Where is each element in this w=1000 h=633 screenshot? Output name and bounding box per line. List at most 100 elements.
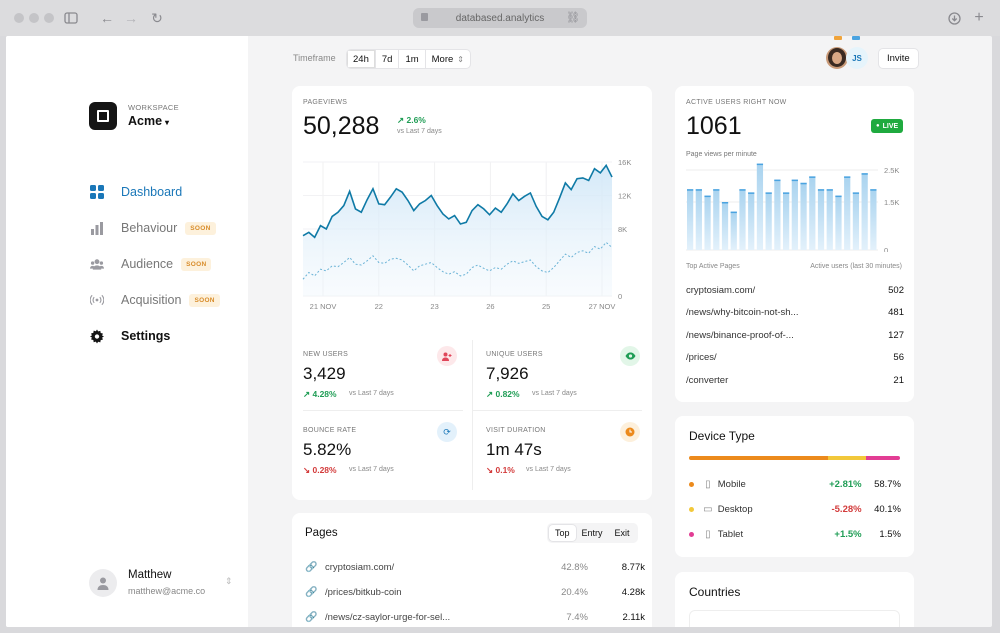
forward-icon[interactable]: → — [124, 10, 138, 26]
stat-delta-value: 0.28% — [312, 465, 337, 475]
active-users-card: ACTIVE USERS RIGHT NOW 1061 ● LIVE Page v… — [675, 86, 914, 402]
active-users-value: 1061 — [686, 112, 742, 140]
page-count: 56 — [893, 351, 904, 363]
bar — [730, 211, 737, 250]
workspace-name: Acme — [128, 114, 163, 128]
sidebar-item-settings[interactable]: Settings — [90, 326, 170, 346]
bar-chart-icon — [90, 221, 104, 235]
maximize-window-button[interactable] — [44, 13, 54, 23]
legend-dot — [689, 506, 694, 512]
link-icon[interactable]: ⛓ — [566, 12, 580, 24]
x-tick-label: 21 NOV — [310, 302, 337, 311]
chevron-updown-icon[interactable]: ⇕ — [225, 576, 233, 586]
bar — [861, 173, 868, 250]
bar — [791, 179, 798, 250]
table-row[interactable]: cryptosiam.com/502 — [686, 282, 904, 298]
workspace-label: WORKSPACE — [128, 103, 179, 112]
y-tick-label: 0 — [618, 292, 622, 301]
soon-badge: SOON — [185, 221, 216, 235]
divider — [472, 410, 642, 411]
avatar[interactable]: JS — [846, 47, 868, 69]
stat-unique-users: UNIQUE USERS 7,926 ↗ 0.82% vs Last 7 day… — [486, 346, 656, 429]
back-icon[interactable]: ← — [100, 10, 114, 26]
bar-cap — [774, 179, 781, 182]
bar — [817, 189, 825, 250]
presence-indicator — [852, 36, 860, 40]
stat-delta-value: 0.82% — [495, 389, 520, 399]
users-icon — [90, 257, 104, 271]
bar-cap — [687, 189, 694, 191]
bar — [721, 202, 729, 250]
countries-title: Countries — [689, 585, 741, 599]
sidebar-item-label: Settings — [121, 329, 171, 343]
broadcast-icon — [90, 293, 104, 307]
workspace-logo[interactable] — [89, 102, 117, 130]
stat-value: 3,429 — [303, 364, 346, 383]
stat-caption: BOUNCE RATE — [303, 427, 357, 434]
link-icon: 🔗 — [305, 586, 318, 598]
countries-map[interactable] — [689, 610, 900, 627]
workspace-switcher[interactable]: Acme ▾ — [128, 114, 169, 128]
sidebar-item-behaviour[interactable]: Behaviour SOON — [90, 218, 216, 238]
page-percent: 42.8% — [561, 561, 588, 573]
gear-icon — [90, 329, 104, 343]
new-tab-icon[interactable]: + — [974, 9, 984, 26]
timeframe-more-button[interactable]: More ⇕ — [426, 50, 470, 68]
page-path: /news/binance-proof-of-... — [686, 329, 794, 341]
pageviews-chart[interactable]: 21 NOV 22 23 26 25 27 NOV 16K 12K 8K 0 — [292, 146, 652, 346]
device-row-mobile[interactable]: ▯ Mobile +2.81% 58.7% — [689, 476, 901, 492]
y-tick-label: 16K — [618, 158, 631, 167]
page-path: /converter — [686, 374, 729, 386]
timeframe-1m-button[interactable]: 1m — [399, 50, 426, 68]
stat-delta: ↗ 4.28% — [303, 389, 337, 400]
tab-entry[interactable]: Entry — [581, 528, 603, 538]
table-row[interactable]: 🔗 /prices/bitkub-coin 20.4% 4.28k — [305, 584, 645, 600]
bar-cap — [861, 173, 868, 175]
close-window-button[interactable] — [14, 13, 24, 23]
avatar[interactable] — [826, 47, 848, 69]
more-label: More — [431, 53, 454, 65]
tab-top[interactable]: Top — [549, 525, 576, 541]
table-row[interactable]: 🔗 /news/cz-saylor-urge-for-sel... 7.4% 2… — [305, 609, 645, 625]
bar-cap — [721, 202, 729, 204]
sidebar-item-dashboard[interactable]: Dashboard — [90, 182, 182, 202]
legend-dot — [689, 531, 694, 537]
sidebar-item-audience[interactable]: Audience SOON — [90, 254, 212, 274]
table-row[interactable]: /converter 21 — [686, 372, 904, 388]
reload-icon[interactable]: ↻ — [151, 9, 163, 26]
x-tick-label: 22 — [375, 302, 383, 311]
table-row[interactable]: /news/binance-proof-of-... 127 — [686, 327, 904, 343]
stat-visit-duration: VISIT DURATION 1m 47s ↘ 0.1% vs Last 7 d… — [486, 422, 656, 505]
table-row[interactable]: /prices/56 — [686, 349, 904, 365]
page-percent: 20.4% — [561, 586, 588, 598]
download-icon[interactable] — [945, 9, 963, 27]
timeframe-7d-button[interactable]: 7d — [376, 50, 400, 68]
device-name: Desktop — [717, 503, 753, 515]
minimize-window-button[interactable] — [29, 13, 39, 23]
tablet-icon: ▯ — [705, 528, 711, 540]
page-count: 21 — [893, 374, 904, 386]
avatar[interactable] — [89, 569, 117, 597]
table-row[interactable]: 🔗 cryptosiam.com/ 42.8% 8.77k — [305, 559, 645, 575]
user-name: Matthew — [128, 569, 172, 581]
device-share: 40.1% — [874, 503, 901, 515]
device-row-tablet[interactable]: ▯ Tablet +1.5% 1.5% — [689, 526, 901, 542]
eye-icon — [620, 346, 640, 366]
tab-exit[interactable]: Exit — [614, 528, 630, 538]
timeframe-24h-button[interactable]: 24h — [347, 50, 376, 68]
bar-cap — [695, 189, 702, 191]
device-row-desktop[interactable]: ▭ Desktop -5.28% 40.1% — [689, 501, 901, 517]
clock-icon — [620, 422, 640, 442]
address-bar[interactable]: databased.analytics ⛓ — [413, 8, 587, 28]
sidebar-toggle-icon[interactable] — [62, 9, 80, 27]
pageviews-per-minute-chart[interactable]: 2.5K 1.5K 0 — [675, 162, 914, 252]
sidebar-item-acquisition[interactable]: Acquisition SOON — [90, 290, 220, 310]
invite-button[interactable]: Invite — [878, 48, 919, 69]
table-row[interactable]: /news/why-bitcoin-not-sh... 481 — [686, 304, 904, 320]
bar-cap — [800, 182, 807, 185]
stat-value: 7,926 — [486, 364, 529, 383]
stat-delta: ↗ 0.82% — [486, 389, 520, 400]
x-tick-label: 25 — [542, 302, 550, 311]
sidebar-item-label: Acquisition — [121, 293, 182, 307]
stat-delta: ↘ 0.1% — [486, 465, 515, 476]
